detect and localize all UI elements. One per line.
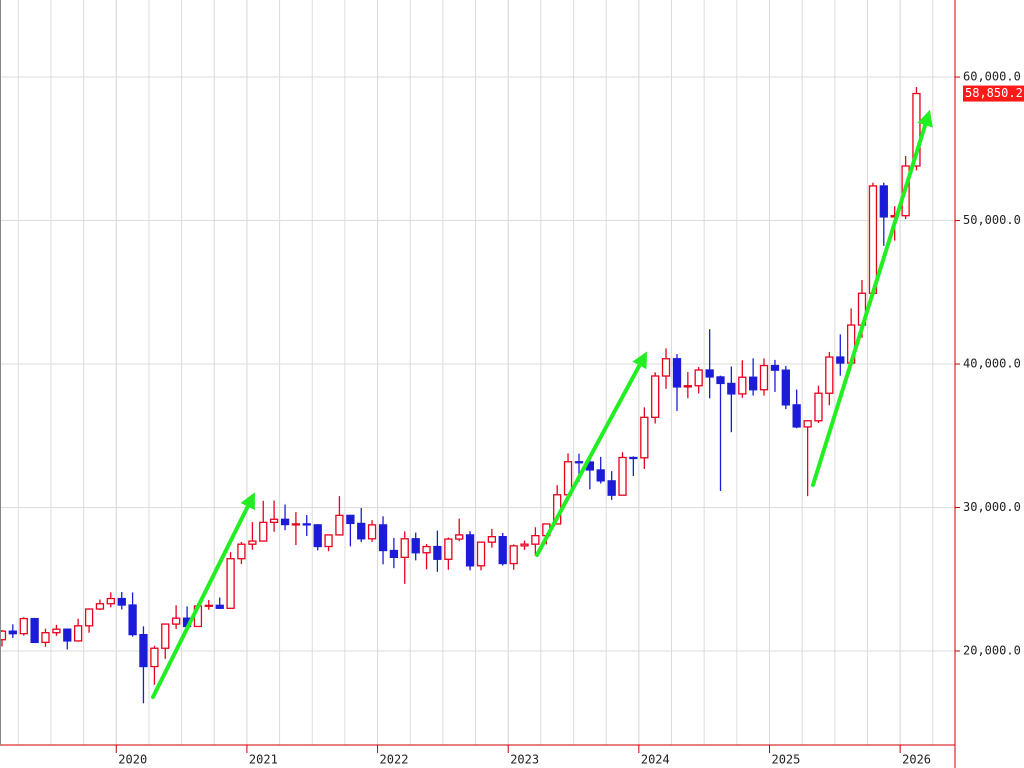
candle-body: [0, 630, 7, 641]
candle-body: [520, 543, 529, 547]
candle-body: [651, 375, 660, 418]
candle-body: [106, 597, 115, 605]
candle-body: [803, 420, 812, 428]
x-tick-label: 2020: [118, 753, 147, 767]
candle-body: [814, 392, 823, 422]
candle-body: [531, 534, 540, 545]
candle-body: [770, 364, 780, 371]
candle-body: [367, 524, 377, 540]
candle-body: [95, 603, 105, 610]
candle-body: [716, 376, 725, 385]
candle-body: [150, 647, 159, 668]
candle-body: [749, 376, 758, 391]
candle-body: [487, 536, 497, 543]
candle-body: [683, 385, 692, 388]
candle-body: [357, 522, 366, 540]
candle-body: [117, 597, 126, 606]
candle-body: [63, 628, 72, 642]
candle-body: [694, 369, 703, 387]
candle-body: [476, 541, 486, 567]
candle-body: [84, 608, 94, 627]
candle-body: [455, 534, 464, 540]
candle-body: [411, 538, 420, 554]
grid: [0, 0, 955, 745]
last-price-box: [963, 85, 1024, 102]
candle-body: [52, 628, 61, 634]
candle-body: [280, 518, 290, 526]
candle-body: [313, 524, 322, 548]
candle-body: [41, 632, 50, 644]
trend-arrow: [151, 492, 255, 699]
trend-arrows: [151, 109, 933, 699]
x-tick-label: 2022: [380, 753, 409, 767]
y-tick-label: 20,000.0: [963, 644, 1021, 658]
candle-body: [335, 514, 344, 536]
candle-body: [705, 369, 714, 378]
candle-body: [912, 92, 921, 167]
candle-body: [204, 604, 213, 607]
candle-body: [433, 545, 442, 560]
candle-body: [19, 617, 28, 635]
candle-body: [836, 356, 845, 364]
candle-body: [291, 523, 301, 526]
candle-body: [444, 538, 453, 560]
candle-body: [378, 524, 388, 552]
candle-body: [618, 456, 627, 496]
candle-body: [389, 549, 399, 559]
candle-body: [226, 558, 235, 609]
candle-body: [324, 534, 333, 548]
candle-body: [825, 356, 834, 394]
candle-body: [607, 480, 616, 496]
candle-body: [248, 540, 257, 545]
x-tick-label: 2025: [771, 753, 800, 767]
x-tick-label: 2021: [249, 753, 278, 767]
candle-body: [596, 469, 605, 482]
candle-body: [629, 456, 638, 460]
candle-body: [8, 630, 17, 635]
x-tick-label: 2024: [641, 753, 670, 767]
trend-arrow: [811, 109, 933, 487]
y-tick-label: 50,000.0: [963, 213, 1021, 227]
candle-body: [73, 625, 83, 642]
candle-body: [215, 604, 224, 609]
candle-body: [139, 633, 148, 668]
last-price-label: 58,850.2: [965, 86, 1023, 100]
x-tick-label: 2023: [510, 753, 539, 767]
candle-body: [672, 358, 682, 388]
candle-body: [161, 623, 170, 649]
candle-body: [879, 185, 888, 218]
y-tick-label: 30,000.0: [963, 500, 1021, 514]
candle-body: [259, 521, 268, 542]
x-tick-label: 2026: [902, 753, 931, 767]
candle-body: [759, 364, 769, 391]
candle-body: [128, 604, 137, 636]
candle-body: [727, 382, 736, 395]
candle-body: [574, 461, 584, 464]
candle-body: [171, 617, 181, 625]
candles: [0, 87, 921, 704]
candle-body: [346, 514, 355, 525]
candle-body: [302, 523, 311, 526]
candle-body: [792, 404, 801, 428]
candle-body: [781, 369, 790, 406]
candle-body: [400, 538, 409, 559]
candle-body: [498, 536, 507, 565]
y-tick-label: 60,000.0: [963, 70, 1021, 84]
candle-body: [30, 617, 39, 644]
candle-body: [661, 358, 671, 377]
candle-body: [465, 534, 475, 567]
trend-arrow: [535, 351, 648, 557]
candle-body: [640, 416, 649, 459]
candle-body: [868, 185, 878, 294]
candle-body: [738, 376, 747, 395]
y-tick-label: 40,000.0: [963, 357, 1021, 371]
candle-body: [237, 543, 246, 560]
candle-body: [422, 545, 431, 554]
candle-body: [509, 545, 518, 565]
candle-body: [269, 518, 279, 524]
